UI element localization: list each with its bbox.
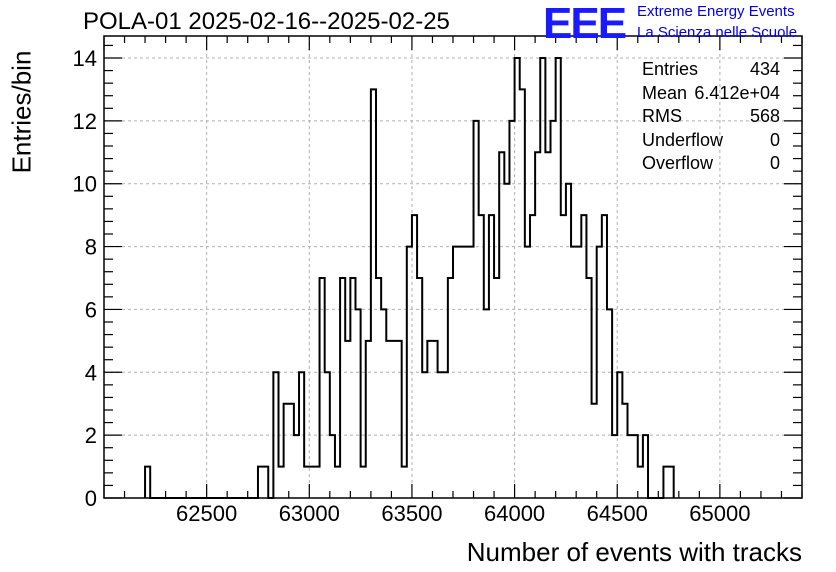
y-tick-label: 4 xyxy=(85,360,97,385)
stat-value: 0 xyxy=(769,153,780,173)
stat-label: Overflow xyxy=(642,153,714,173)
y-tick-label: 10 xyxy=(73,172,97,197)
stat-label: Entries xyxy=(642,59,699,79)
histogram-series xyxy=(144,57,675,499)
x-tick-label: 63000 xyxy=(279,501,340,526)
logo-text-line2: La Scienza nelle Scuole xyxy=(637,24,798,41)
x-tick-label: 62500 xyxy=(176,501,237,526)
stat-row-mean: Mean 6.412e+04 xyxy=(636,83,808,107)
stat-value: 6.412e+04 xyxy=(694,82,780,103)
stat-value: 568 xyxy=(749,106,780,126)
stat-value: 0 xyxy=(769,129,780,150)
x-axis-label: Number of events with tracks xyxy=(466,537,802,567)
y-tick-label: 6 xyxy=(85,297,97,322)
y-tick-label: 12 xyxy=(73,109,97,134)
y-axis: 0 2 4 6 8 10 12 14 xyxy=(73,44,802,511)
y-tick-label: 8 xyxy=(85,235,97,260)
y-tick-label: 0 xyxy=(85,486,97,511)
stat-row-overflow: Overflow 0 xyxy=(636,153,808,177)
stat-row-entries: Entries 434 xyxy=(636,59,808,83)
x-tick-label: 65000 xyxy=(689,501,750,526)
chart-title: POLA-01 2025-02-16--2025-02-25 xyxy=(83,8,450,35)
stat-row-underflow: Underflow 0 xyxy=(636,130,808,154)
x-tick-label: 63500 xyxy=(381,501,442,526)
x-tick-label: 64500 xyxy=(587,501,648,526)
stat-row-rms: RMS 568 xyxy=(636,106,808,130)
logo-text-line1: Extreme Energy Events xyxy=(637,3,795,20)
stat-label: RMS xyxy=(642,106,682,126)
x-tick-label: 64000 xyxy=(484,501,545,526)
stat-label: Underflow xyxy=(642,129,724,150)
statistics-box: Entries 434 Mean 6.412e+04 RMS 568 Under… xyxy=(636,59,808,177)
eee-logo: EEE xyxy=(543,0,627,48)
x-axis: 62500 63000 63500 64000 64500 65000 xyxy=(103,36,803,526)
y-tick-label: 2 xyxy=(85,423,97,448)
y-tick-label: 14 xyxy=(73,46,97,71)
stat-value: 434 xyxy=(749,59,780,79)
stat-label: Mean xyxy=(642,82,688,103)
y-axis-label: Entries/bin xyxy=(6,50,37,174)
